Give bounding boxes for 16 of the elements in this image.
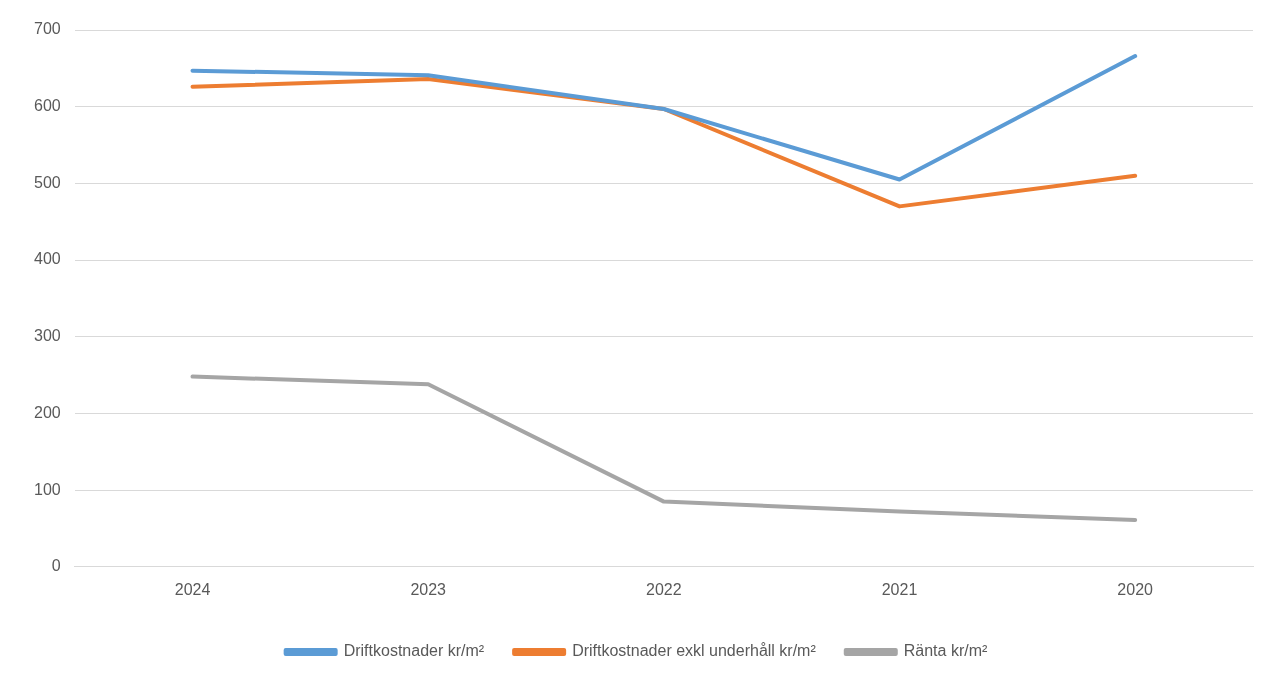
legend-label: Driftkostnader kr/m² [343,642,485,660]
legend-label: Ränta kr/m² [903,642,989,660]
y-tick-label: 400 [33,250,61,268]
legend-label: Driftkostnader exkl underhåll kr/m² [572,642,817,660]
x-tick-label: 2023 [410,580,447,598]
y-tick-label: 100 [33,480,61,498]
y-tick-label: 500 [33,173,61,191]
y-tick-label: 200 [33,403,61,421]
y-tick-label: 600 [33,97,61,115]
y-tick-label: 300 [33,327,61,345]
y-tick-label: 700 [33,20,61,38]
x-tick-label: 2020 [1117,580,1154,598]
x-tick-label: 2022 [646,580,682,598]
x-tick-label: 2021 [881,580,918,598]
y-tick-label: 0 [51,557,61,575]
x-tick-label: 2024 [174,580,211,598]
